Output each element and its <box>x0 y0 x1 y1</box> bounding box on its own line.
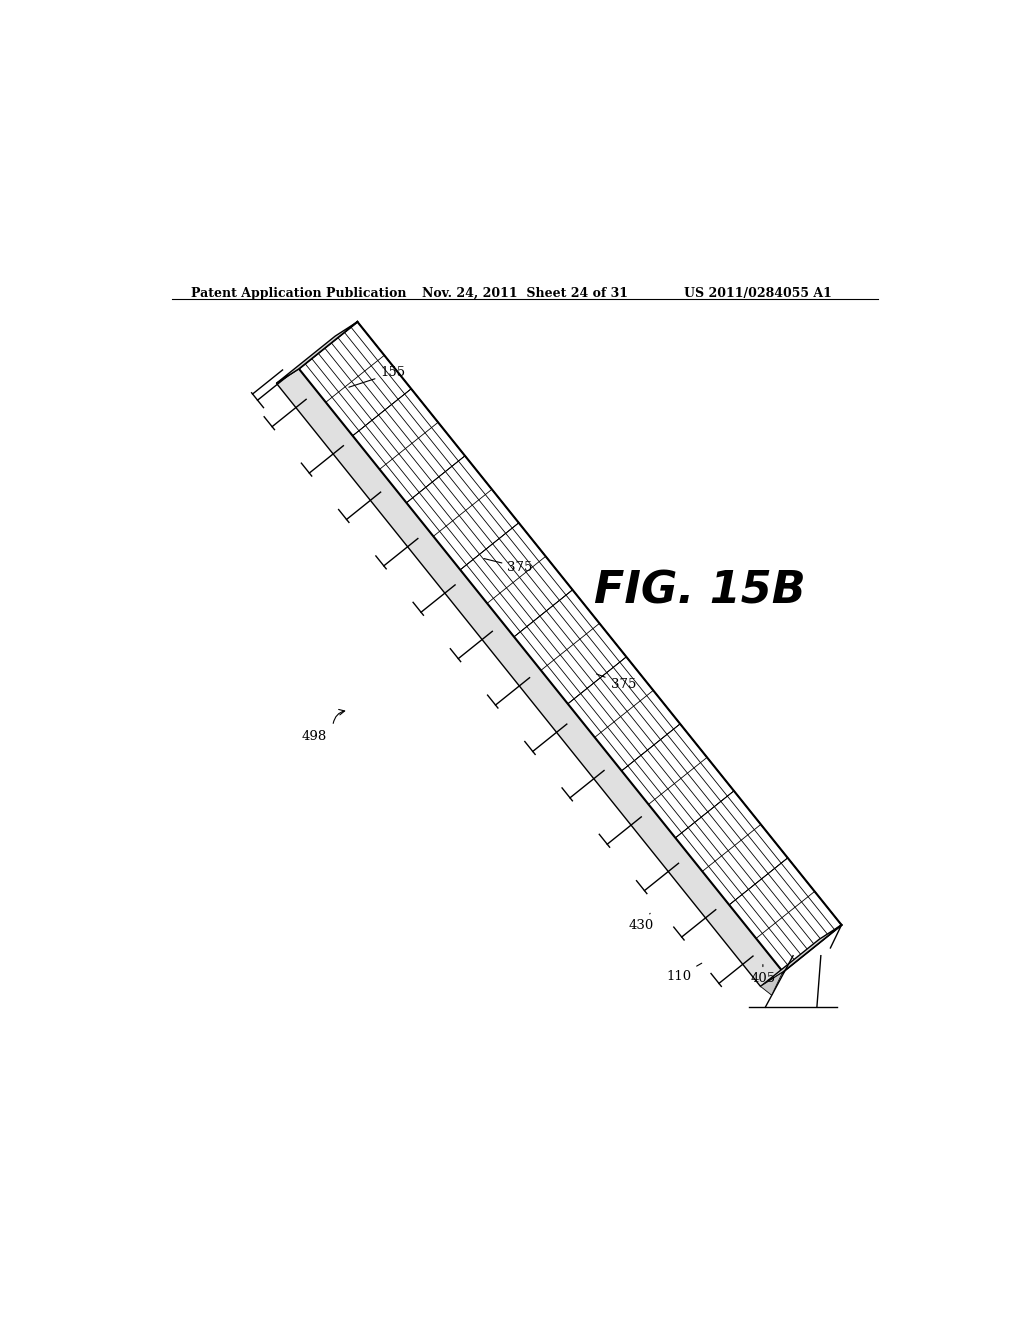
Polygon shape <box>460 523 572 638</box>
Text: FIG. 15B: FIG. 15B <box>594 570 805 612</box>
Polygon shape <box>407 455 519 570</box>
Text: 430: 430 <box>629 913 654 932</box>
Text: 110: 110 <box>667 964 701 983</box>
Polygon shape <box>761 925 842 986</box>
Polygon shape <box>761 972 782 995</box>
Polygon shape <box>675 791 787 906</box>
Polygon shape <box>514 590 627 704</box>
Text: 375: 375 <box>596 675 636 690</box>
Polygon shape <box>567 657 680 771</box>
Text: Nov. 24, 2011  Sheet 24 of 31: Nov. 24, 2011 Sheet 24 of 31 <box>422 288 628 300</box>
Text: Patent Application Publication: Patent Application Publication <box>191 288 407 300</box>
Polygon shape <box>299 322 412 436</box>
Text: 498: 498 <box>302 730 327 743</box>
Text: 375: 375 <box>484 558 532 574</box>
Text: 405: 405 <box>751 965 775 985</box>
Polygon shape <box>276 370 782 986</box>
Text: 155: 155 <box>349 367 406 387</box>
Polygon shape <box>276 322 357 383</box>
Polygon shape <box>622 723 734 838</box>
Polygon shape <box>729 858 842 972</box>
Polygon shape <box>352 389 465 503</box>
Text: US 2011/0284055 A1: US 2011/0284055 A1 <box>684 288 831 300</box>
